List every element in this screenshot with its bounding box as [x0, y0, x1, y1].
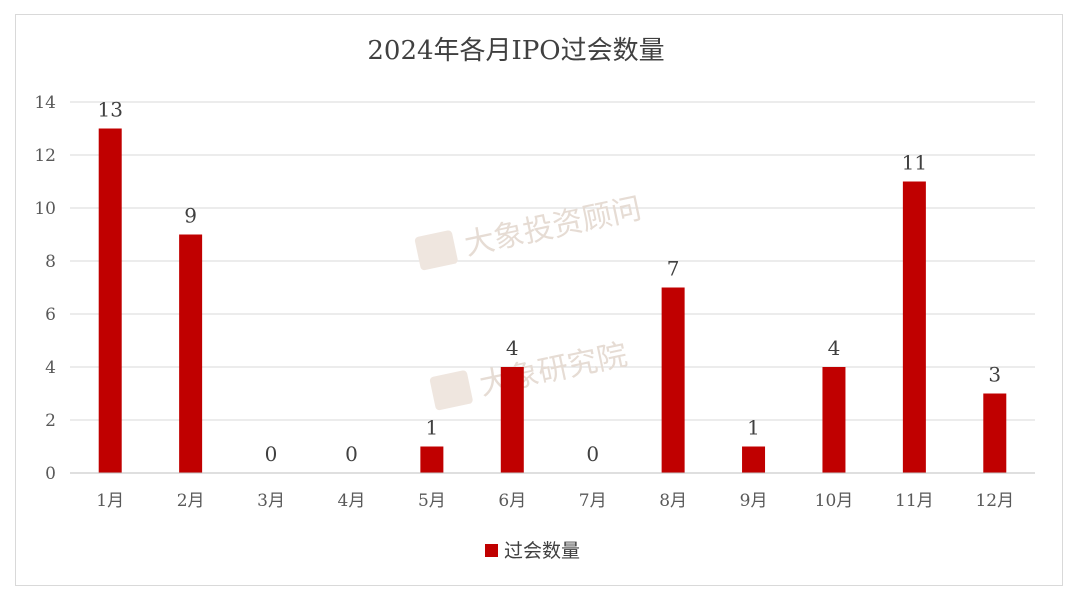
watermark-1: 大象投资顾问: [414, 191, 645, 271]
x-tick-label: 1月: [96, 491, 124, 511]
x-tick-label: 8月: [659, 491, 687, 511]
data-label: 7: [667, 257, 680, 281]
bar-10: [822, 367, 846, 473]
data-label: 13: [97, 98, 122, 122]
data-label: 11: [902, 151, 927, 175]
bar-11: [902, 181, 926, 473]
x-tick-label: 9月: [740, 491, 768, 511]
y-tick-label: 4: [45, 358, 56, 378]
y-axis-ticks: 0 2 4 6 8 10 12 14: [34, 93, 56, 484]
data-label: 1: [747, 416, 760, 440]
bar-6: [500, 367, 524, 473]
watermark-2: 大象研究院: [429, 337, 630, 411]
y-tick-label: 12: [34, 146, 56, 166]
legend: 过会数量: [485, 540, 580, 562]
x-tick-label: 5月: [418, 491, 446, 511]
x-axis-ticks: 1月 2月 3月 4月 5月 6月 7月 8月 9月 10月 11月 12月: [96, 491, 1014, 511]
x-tick-label: 10月: [815, 491, 854, 511]
data-label: 9: [184, 204, 197, 228]
x-tick-label: 7月: [579, 491, 607, 511]
legend-swatch: [485, 544, 498, 557]
data-label: 4: [506, 336, 519, 360]
data-label: 0: [586, 442, 599, 466]
x-tick-label: 12月: [975, 491, 1014, 511]
bar-9: [742, 446, 766, 473]
x-tick-label: 11月: [895, 491, 934, 511]
bar-5: [420, 446, 444, 473]
watermark-text: 大象投资顾问: [461, 191, 644, 263]
x-tick-label: 4月: [338, 491, 366, 511]
gridlines: [70, 101, 1035, 421]
x-tick-label: 6月: [498, 491, 526, 511]
y-tick-label: 10: [34, 199, 56, 219]
y-tick-label: 2: [45, 411, 56, 431]
data-label: 1: [426, 416, 439, 440]
chart-title: 2024年各月IPO过会数量: [367, 36, 664, 66]
data-label: 0: [345, 442, 358, 466]
watermark-logo-icon: [414, 230, 458, 271]
bar-12: [983, 393, 1007, 473]
x-tick-label: 2月: [177, 491, 205, 511]
bar-8: [661, 287, 685, 473]
y-tick-label: 6: [45, 305, 56, 325]
x-tick-label: 3月: [257, 491, 285, 511]
bar-2: [179, 234, 203, 473]
legend-label: 过会数量: [504, 540, 580, 562]
data-label: 0: [265, 442, 278, 466]
y-tick-label: 0: [45, 464, 56, 484]
y-tick-label: 14: [34, 93, 56, 113]
y-tick-label: 8: [45, 252, 56, 272]
watermark-logo-icon: [429, 370, 473, 411]
data-label: 3: [988, 363, 1001, 387]
watermark-text: 大象研究院: [476, 337, 630, 402]
bar-1: [98, 128, 122, 473]
data-label: 4: [828, 336, 841, 360]
